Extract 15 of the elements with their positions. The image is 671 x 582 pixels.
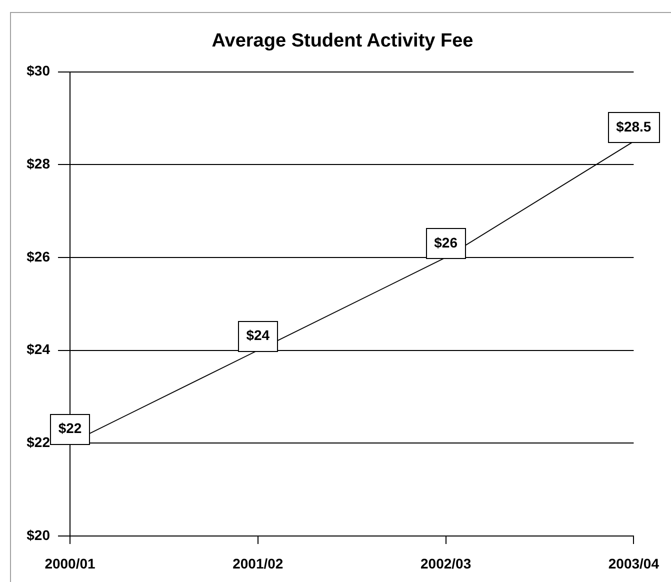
y-tick-label: $30 <box>26 62 50 79</box>
data-label: $22 <box>58 420 82 436</box>
x-tick-label: 2002/03 <box>420 555 472 572</box>
y-tick-label: $28 <box>26 156 50 172</box>
y-tick-label: $24 <box>26 341 50 358</box>
data-label: $26 <box>434 234 458 250</box>
x-tick-label: 2003/04 <box>608 555 660 572</box>
chart-title: Average Student Activity Fee <box>212 30 474 52</box>
data-label: $28.5 <box>616 118 652 134</box>
x-tick-label: 2000/01 <box>44 555 96 572</box>
x-tick-label: 2001/02 <box>232 555 284 572</box>
y-tick-label: $22 <box>26 434 50 450</box>
data-label: $24 <box>246 327 270 344</box>
y-tick-label: $26 <box>26 248 50 264</box>
y-tick-label: $20 <box>26 526 50 543</box>
